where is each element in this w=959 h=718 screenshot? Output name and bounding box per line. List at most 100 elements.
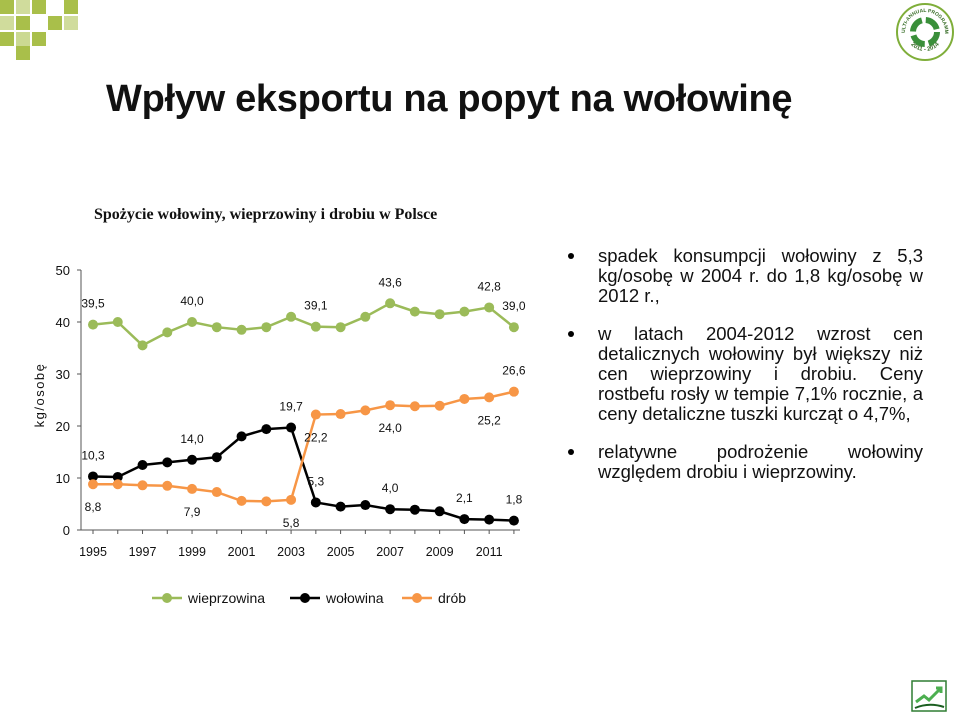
- data-point: [385, 400, 396, 411]
- programme-badge-icon: MULTI-ANNUAL PROGRAMME 2011 - 2014: [895, 2, 954, 61]
- data-point: [409, 401, 420, 412]
- y-axis-label: kg/osobę: [32, 363, 47, 428]
- data-point: [310, 497, 321, 508]
- x-tick-label: 2001: [228, 545, 256, 559]
- data-point: [236, 495, 247, 506]
- data-point: [261, 322, 272, 333]
- data-point: [434, 400, 445, 411]
- chart-axes: 0 10 20 30 40 50 1995 1997 1999 2001 2003 2005 2007 2…: [56, 263, 520, 559]
- x-tick-label: 2009: [426, 545, 454, 559]
- x-tick-label: 1999: [178, 545, 206, 559]
- bullet-list: spadek konsumpcji wołowiny z 5,3 kg/osob…: [567, 246, 923, 500]
- data-point: [484, 302, 495, 313]
- data-point: [261, 496, 272, 507]
- y-tick-label: 20: [56, 419, 70, 434]
- data-point: [261, 424, 272, 435]
- bullet-item: w latach 2004-2012 wzrost cen detaliczny…: [567, 324, 923, 424]
- data-point: [360, 311, 371, 322]
- data-label: 5,8: [283, 516, 300, 530]
- legend-label: wołowina: [326, 590, 384, 606]
- data-label: 8,8: [85, 500, 102, 514]
- x-tick-label: 1995: [79, 545, 107, 559]
- data-point: [187, 483, 198, 494]
- data-point: [484, 392, 495, 403]
- y-tick-label: 10: [56, 471, 70, 486]
- badge-years: 2011 - 2014: [909, 41, 941, 53]
- data-point: [310, 409, 321, 420]
- chart-data-labels: 39,5 40,0 39,1 43,6 42,839,0 10,3 14,0 19,7 5,3 4…: [81, 275, 526, 530]
- legend-label: drób: [438, 590, 467, 606]
- data-point: [360, 405, 371, 416]
- data-point: [211, 322, 222, 333]
- bullet-item: spadek konsumpcji wołowiny z 5,3 kg/osob…: [567, 246, 923, 306]
- bullet-item: relatywne podrożenie wołowiny względem d…: [567, 442, 923, 482]
- data-point: [162, 327, 173, 338]
- data-point: [508, 386, 519, 397]
- data-point: [236, 324, 247, 335]
- legend-marker-icon: [152, 593, 182, 603]
- data-label: 25,2: [477, 413, 501, 427]
- data-label: 5,3: [307, 474, 324, 488]
- data-point: [137, 340, 148, 351]
- chart-title: Spożycie wołowiny, wieprzowiny i drobiu …: [94, 206, 438, 223]
- x-tick-label: 2005: [327, 545, 355, 559]
- y-tick-label: 40: [56, 315, 70, 330]
- y-tick-label: 30: [56, 367, 70, 382]
- data-label: 4,0: [382, 481, 399, 495]
- chart-series-group: [88, 298, 519, 526]
- data-point: [137, 460, 148, 470]
- x-tick-label: 2007: [376, 545, 404, 559]
- data-point: [508, 515, 519, 526]
- y-tick-label: 0: [63, 523, 70, 538]
- corner-decoration: [0, 0, 85, 60]
- data-point: [459, 393, 470, 404]
- data-point: [211, 487, 222, 498]
- data-point: [236, 431, 247, 442]
- x-tick-label: 2003: [277, 545, 305, 559]
- data-point: [335, 322, 346, 333]
- data-label: 42,8: [477, 279, 501, 293]
- data-point: [286, 311, 297, 322]
- y-tick-label: 50: [56, 263, 70, 278]
- data-point: [211, 452, 222, 463]
- data-point: [88, 471, 98, 482]
- data-point: [434, 309, 445, 320]
- data-label: 39,0: [502, 299, 526, 313]
- series-line-2: [93, 390, 515, 503]
- data-point: [434, 506, 445, 517]
- legend-label: wieprzowina: [188, 590, 266, 606]
- data-label: 10,3: [81, 448, 105, 462]
- data-label: 39,5: [81, 297, 105, 311]
- data-point: [360, 500, 371, 511]
- data-point: [187, 454, 198, 465]
- data-point: [112, 479, 123, 490]
- data-label: 24,0: [378, 421, 402, 435]
- data-point: [137, 480, 148, 491]
- data-point: [508, 322, 519, 333]
- data-point: [162, 457, 173, 468]
- data-point: [88, 319, 98, 330]
- data-point: [385, 504, 396, 515]
- legend-marker-icon: [290, 593, 320, 603]
- data-label: 19,7: [279, 400, 303, 414]
- data-point: [286, 494, 297, 505]
- data-point: [112, 317, 123, 327]
- data-point: [409, 306, 420, 317]
- data-point: [385, 298, 396, 309]
- data-point: [88, 479, 98, 490]
- slide-title: Wpływ eksportu na popyt na wołowinę: [106, 78, 793, 120]
- data-point: [310, 321, 321, 332]
- data-point: [286, 422, 297, 433]
- data-label: 7,9: [184, 505, 201, 519]
- x-tick-label: 2011: [476, 545, 503, 559]
- data-point: [112, 471, 123, 482]
- data-point: [459, 514, 470, 525]
- data-label: 26,6: [502, 364, 526, 378]
- data-label: 39,1: [304, 299, 328, 313]
- data-point: [409, 504, 420, 515]
- data-point: [335, 501, 346, 512]
- legend-marker-icon: [402, 593, 432, 603]
- data-point: [187, 317, 198, 327]
- data-label: 1,8: [506, 493, 523, 507]
- data-point: [459, 306, 470, 317]
